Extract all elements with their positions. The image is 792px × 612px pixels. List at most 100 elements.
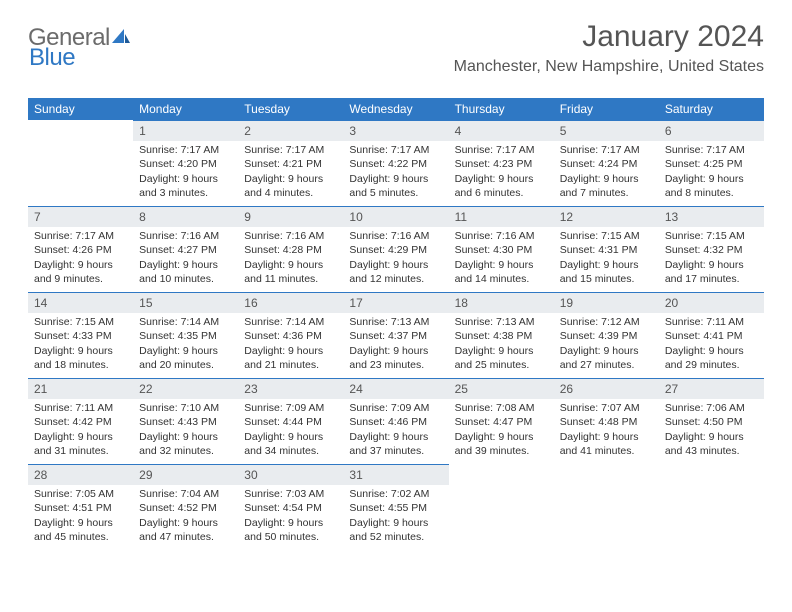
day-header: Wednesday [343, 98, 448, 120]
day-number: 13 [659, 206, 764, 227]
day-number: 23 [238, 378, 343, 399]
day-cell: 23Sunrise: 7:09 AMSunset: 4:44 PMDayligh… [238, 378, 343, 464]
day-body: Sunrise: 7:16 AMSunset: 4:28 PMDaylight:… [238, 227, 343, 292]
day-cell: 20Sunrise: 7:11 AMSunset: 4:41 PMDayligh… [659, 292, 764, 378]
month-title: January 2024 [454, 20, 764, 54]
day-body: Sunrise: 7:16 AMSunset: 4:30 PMDaylight:… [449, 227, 554, 292]
calendar-grid: SundayMondayTuesdayWednesdayThursdayFrid… [28, 98, 764, 550]
day-number: 1 [133, 120, 238, 141]
day-cell: 15Sunrise: 7:14 AMSunset: 4:35 PMDayligh… [133, 292, 238, 378]
day-number: 16 [238, 292, 343, 313]
day-cell: 29Sunrise: 7:04 AMSunset: 4:52 PMDayligh… [133, 464, 238, 550]
day-number: 18 [449, 292, 554, 313]
day-number: 14 [28, 292, 133, 313]
day-cell: 25Sunrise: 7:08 AMSunset: 4:47 PMDayligh… [449, 378, 554, 464]
day-number: 10 [343, 206, 448, 227]
day-number: 9 [238, 206, 343, 227]
day-body: Sunrise: 7:17 AMSunset: 4:22 PMDaylight:… [343, 141, 448, 206]
day-body: Sunrise: 7:09 AMSunset: 4:46 PMDaylight:… [343, 399, 448, 464]
header: General January 2024 Manchester, New Ham… [28, 20, 764, 76]
day-cell: 3Sunrise: 7:17 AMSunset: 4:22 PMDaylight… [343, 120, 448, 206]
day-number: 28 [28, 464, 133, 485]
day-body: Sunrise: 7:15 AMSunset: 4:32 PMDaylight:… [659, 227, 764, 292]
day-number: 5 [554, 120, 659, 141]
day-body: Sunrise: 7:03 AMSunset: 4:54 PMDaylight:… [238, 485, 343, 550]
day-body: Sunrise: 7:15 AMSunset: 4:33 PMDaylight:… [28, 313, 133, 378]
day-number: 31 [343, 464, 448, 485]
logo-line2: Blue [29, 44, 75, 72]
day-number: 6 [659, 120, 764, 141]
day-header: Monday [133, 98, 238, 120]
day-cell: 21Sunrise: 7:11 AMSunset: 4:42 PMDayligh… [28, 378, 133, 464]
day-number: 12 [554, 206, 659, 227]
day-cell: 10Sunrise: 7:16 AMSunset: 4:29 PMDayligh… [343, 206, 448, 292]
day-cell: 1Sunrise: 7:17 AMSunset: 4:20 PMDaylight… [133, 120, 238, 206]
day-cell: 14Sunrise: 7:15 AMSunset: 4:33 PMDayligh… [28, 292, 133, 378]
day-number: 15 [133, 292, 238, 313]
day-number: 20 [659, 292, 764, 313]
day-number: 22 [133, 378, 238, 399]
day-body: Sunrise: 7:17 AMSunset: 4:23 PMDaylight:… [449, 141, 554, 206]
day-number: 24 [343, 378, 448, 399]
day-cell: 22Sunrise: 7:10 AMSunset: 4:43 PMDayligh… [133, 378, 238, 464]
day-number: 8 [133, 206, 238, 227]
day-cell: 30Sunrise: 7:03 AMSunset: 4:54 PMDayligh… [238, 464, 343, 550]
day-cell: 28Sunrise: 7:05 AMSunset: 4:51 PMDayligh… [28, 464, 133, 550]
day-body: Sunrise: 7:07 AMSunset: 4:48 PMDaylight:… [554, 399, 659, 464]
day-body: Sunrise: 7:06 AMSunset: 4:50 PMDaylight:… [659, 399, 764, 464]
day-cell: 7Sunrise: 7:17 AMSunset: 4:26 PMDaylight… [28, 206, 133, 292]
logo-sail-icon [112, 29, 130, 43]
day-body: Sunrise: 7:13 AMSunset: 4:38 PMDaylight:… [449, 313, 554, 378]
day-body: Sunrise: 7:08 AMSunset: 4:47 PMDaylight:… [449, 399, 554, 464]
day-number: 27 [659, 378, 764, 399]
day-cell: 2Sunrise: 7:17 AMSunset: 4:21 PMDaylight… [238, 120, 343, 206]
day-body: Sunrise: 7:17 AMSunset: 4:20 PMDaylight:… [133, 141, 238, 206]
day-header: Friday [554, 98, 659, 120]
day-cell: 5Sunrise: 7:17 AMSunset: 4:24 PMDaylight… [554, 120, 659, 206]
day-cell: 16Sunrise: 7:14 AMSunset: 4:36 PMDayligh… [238, 292, 343, 378]
day-body: Sunrise: 7:14 AMSunset: 4:36 PMDaylight:… [238, 313, 343, 378]
day-body: Sunrise: 7:16 AMSunset: 4:27 PMDaylight:… [133, 227, 238, 292]
day-cell: 24Sunrise: 7:09 AMSunset: 4:46 PMDayligh… [343, 378, 448, 464]
day-body: Sunrise: 7:17 AMSunset: 4:24 PMDaylight:… [554, 141, 659, 206]
day-body: Sunrise: 7:11 AMSunset: 4:41 PMDaylight:… [659, 313, 764, 378]
day-number: 21 [28, 378, 133, 399]
day-body: Sunrise: 7:17 AMSunset: 4:26 PMDaylight:… [28, 227, 133, 292]
day-cell: 18Sunrise: 7:13 AMSunset: 4:38 PMDayligh… [449, 292, 554, 378]
day-header: Sunday [28, 98, 133, 120]
day-number: 17 [343, 292, 448, 313]
day-header: Tuesday [238, 98, 343, 120]
day-number: 25 [449, 378, 554, 399]
day-number: 19 [554, 292, 659, 313]
day-number: 26 [554, 378, 659, 399]
day-header: Thursday [449, 98, 554, 120]
day-number: 29 [133, 464, 238, 485]
day-cell: 6Sunrise: 7:17 AMSunset: 4:25 PMDaylight… [659, 120, 764, 206]
day-cell: 31Sunrise: 7:02 AMSunset: 4:55 PMDayligh… [343, 464, 448, 550]
location: Manchester, New Hampshire, United States [454, 58, 764, 76]
day-body: Sunrise: 7:10 AMSunset: 4:43 PMDaylight:… [133, 399, 238, 464]
day-body: Sunrise: 7:17 AMSunset: 4:25 PMDaylight:… [659, 141, 764, 206]
day-cell: 9Sunrise: 7:16 AMSunset: 4:28 PMDaylight… [238, 206, 343, 292]
empty-cell [28, 120, 133, 206]
day-number: 2 [238, 120, 343, 141]
day-body: Sunrise: 7:09 AMSunset: 4:44 PMDaylight:… [238, 399, 343, 464]
day-body: Sunrise: 7:14 AMSunset: 4:35 PMDaylight:… [133, 313, 238, 378]
day-cell: 27Sunrise: 7:06 AMSunset: 4:50 PMDayligh… [659, 378, 764, 464]
day-body: Sunrise: 7:15 AMSunset: 4:31 PMDaylight:… [554, 227, 659, 292]
day-cell: 11Sunrise: 7:16 AMSunset: 4:30 PMDayligh… [449, 206, 554, 292]
day-cell: 4Sunrise: 7:17 AMSunset: 4:23 PMDaylight… [449, 120, 554, 206]
title-block: January 2024 Manchester, New Hampshire, … [454, 20, 764, 76]
day-number: 11 [449, 206, 554, 227]
day-cell: 12Sunrise: 7:15 AMSunset: 4:31 PMDayligh… [554, 206, 659, 292]
day-cell: 17Sunrise: 7:13 AMSunset: 4:37 PMDayligh… [343, 292, 448, 378]
day-number: 7 [28, 206, 133, 227]
day-body: Sunrise: 7:02 AMSunset: 4:55 PMDaylight:… [343, 485, 448, 550]
day-cell: 19Sunrise: 7:12 AMSunset: 4:39 PMDayligh… [554, 292, 659, 378]
day-cell: 26Sunrise: 7:07 AMSunset: 4:48 PMDayligh… [554, 378, 659, 464]
logo-word2: Blue [29, 44, 75, 71]
day-body: Sunrise: 7:17 AMSunset: 4:21 PMDaylight:… [238, 141, 343, 206]
day-body: Sunrise: 7:12 AMSunset: 4:39 PMDaylight:… [554, 313, 659, 378]
day-number: 30 [238, 464, 343, 485]
day-body: Sunrise: 7:16 AMSunset: 4:29 PMDaylight:… [343, 227, 448, 292]
